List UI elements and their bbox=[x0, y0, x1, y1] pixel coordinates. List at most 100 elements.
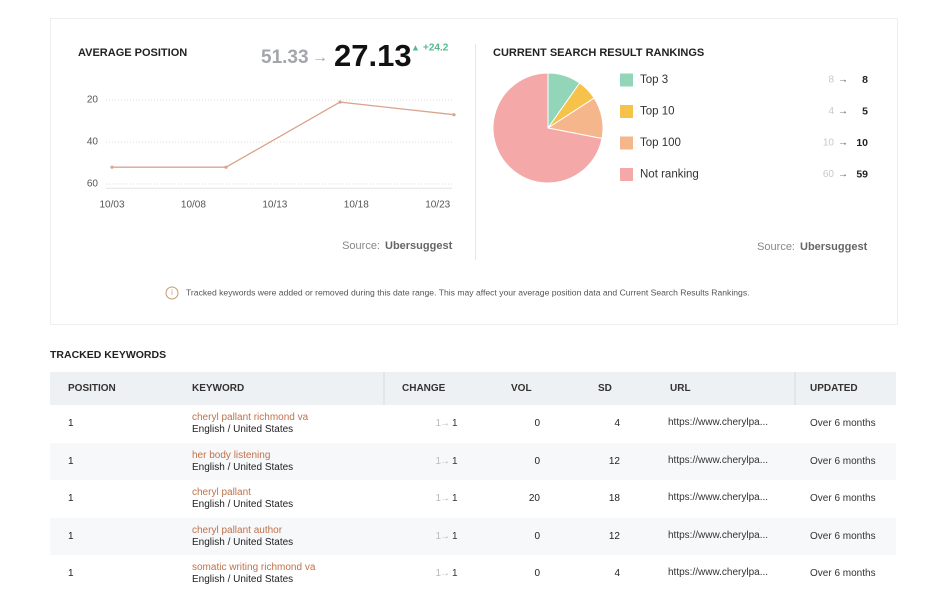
previous-count: 60 bbox=[823, 169, 835, 180]
current-count: 59 bbox=[856, 168, 868, 180]
change-from: 1 bbox=[435, 530, 441, 542]
current-count: 5 bbox=[862, 105, 868, 117]
info-icon-mark: i bbox=[171, 288, 173, 297]
language: English / United States bbox=[192, 424, 294, 435]
updated: Over 6 months bbox=[810, 418, 876, 429]
table-row: 1 cheryl pallant richmond va English / Uni… bbox=[50, 405, 896, 443]
source: Ubersuggest bbox=[385, 240, 453, 252]
previous-count: 4 bbox=[828, 106, 834, 117]
current-average: 27.13 bbox=[334, 38, 412, 73]
x-tick-label: 10/03 bbox=[99, 200, 124, 211]
seo-difficulty: 12 bbox=[608, 455, 620, 467]
language: English / United States bbox=[192, 461, 294, 473]
source-label: Source: bbox=[757, 241, 795, 253]
seo-difficulty: 4 bbox=[614, 568, 620, 579]
previous-average: 51.33 bbox=[261, 47, 309, 68]
change-from: 1 bbox=[435, 418, 441, 429]
chart-title: AVERAGE POSITION bbox=[78, 47, 187, 59]
point bbox=[110, 165, 114, 169]
keyword: cheryl pallant bbox=[192, 487, 251, 498]
position: 1 bbox=[68, 455, 74, 467]
current-count: 10 bbox=[856, 137, 868, 149]
legend-label: Top 100 bbox=[640, 137, 681, 149]
url: https://www.cherylpa... bbox=[668, 529, 769, 541]
seo-difficulty: 4 bbox=[614, 418, 620, 429]
table-title: TRACKED KEYWORDS bbox=[50, 349, 167, 361]
position: 1 bbox=[68, 530, 74, 542]
y-tick-label: 40 bbox=[87, 137, 99, 148]
volume: 0 bbox=[534, 418, 540, 429]
change-arrow: → bbox=[440, 418, 450, 429]
change-from: 1 bbox=[435, 568, 441, 579]
arrow: → bbox=[838, 75, 848, 86]
y-tick-label: 20 bbox=[87, 95, 99, 106]
legend-label: Not ranking bbox=[640, 169, 699, 181]
column-header: KEYWORD bbox=[192, 383, 245, 394]
previous-count: 8 bbox=[828, 75, 834, 86]
volume: 0 bbox=[534, 455, 540, 467]
change-from: 1 bbox=[435, 493, 441, 504]
previous-count: 10 bbox=[823, 138, 835, 149]
point bbox=[338, 100, 342, 104]
position: 1 bbox=[68, 493, 74, 504]
change-arrow: → bbox=[440, 568, 450, 579]
charts: AVERAGE POSITION 51.33 → 27.13 ▲ +24.2 C… bbox=[78, 38, 868, 300]
column-header: POSITION bbox=[68, 383, 116, 394]
change-to: 1 bbox=[452, 455, 458, 467]
table-row: 1 somatic writing richmond va English / Un… bbox=[50, 555, 896, 593]
legend-swatch bbox=[620, 105, 633, 118]
current-count: 8 bbox=[862, 74, 868, 86]
updated: Over 6 months bbox=[810, 493, 876, 504]
legend-label: Top 10 bbox=[640, 106, 675, 118]
keyword: cheryl pallant richmond va bbox=[192, 412, 309, 423]
source: Ubersuggest bbox=[800, 241, 868, 253]
position: 1 bbox=[68, 418, 74, 429]
change-arrow: → bbox=[440, 530, 450, 542]
language: English / United States bbox=[192, 536, 294, 548]
table-row: 1 cheryl pallant author English / United S… bbox=[50, 517, 896, 555]
change-to: 1 bbox=[452, 418, 458, 429]
change-arrow: → bbox=[440, 493, 450, 504]
point bbox=[224, 165, 228, 169]
volume: 0 bbox=[534, 568, 540, 579]
updated: Over 6 months bbox=[810, 530, 876, 542]
change-to: 1 bbox=[452, 493, 458, 504]
x-tick-label: 10/13 bbox=[262, 200, 287, 211]
column-header: CHANGE bbox=[402, 383, 446, 394]
header-separator bbox=[383, 372, 385, 405]
divider bbox=[475, 44, 476, 260]
x-tick-label: 10/23 bbox=[425, 200, 450, 211]
url: https://www.cherylpa... bbox=[668, 454, 769, 466]
keyword: cheryl pallant author bbox=[192, 524, 283, 536]
keyword: somatic writing richmond va bbox=[192, 562, 316, 573]
seo-difficulty: 12 bbox=[608, 530, 620, 542]
keyword: her body listening bbox=[192, 449, 271, 461]
info-icon bbox=[165, 286, 179, 300]
legend-swatch bbox=[620, 136, 633, 150]
table-row: 1 her body listening English / United Stat… bbox=[50, 442, 896, 480]
change-arrow: → bbox=[440, 455, 450, 467]
legend-swatch bbox=[620, 73, 633, 87]
position: 1 bbox=[68, 568, 74, 579]
seo-difficulty: 18 bbox=[608, 493, 620, 504]
y-tick-label: 60 bbox=[87, 179, 99, 190]
updated: Over 6 months bbox=[810, 568, 876, 579]
x-tick-label: 10/08 bbox=[181, 200, 206, 211]
x-tick-label: 10/18 bbox=[344, 200, 369, 211]
language: English / United States bbox=[192, 499, 294, 510]
column-header: SD bbox=[598, 383, 612, 394]
average-change: +24.2 bbox=[423, 43, 449, 54]
column-header: VOL bbox=[511, 383, 532, 394]
arrow: → bbox=[838, 106, 848, 117]
arrow: → bbox=[838, 138, 848, 149]
url: https://www.cherylpa... bbox=[668, 417, 769, 428]
pie-slice bbox=[492, 72, 603, 184]
arrow: → bbox=[838, 169, 848, 180]
line-series bbox=[112, 101, 455, 168]
change-to: 1 bbox=[452, 530, 458, 542]
url: https://www.cherylpa... bbox=[668, 492, 769, 503]
column-header: UPDATED bbox=[810, 383, 858, 394]
header-separator bbox=[794, 372, 796, 405]
source-label: Source: bbox=[342, 240, 380, 252]
